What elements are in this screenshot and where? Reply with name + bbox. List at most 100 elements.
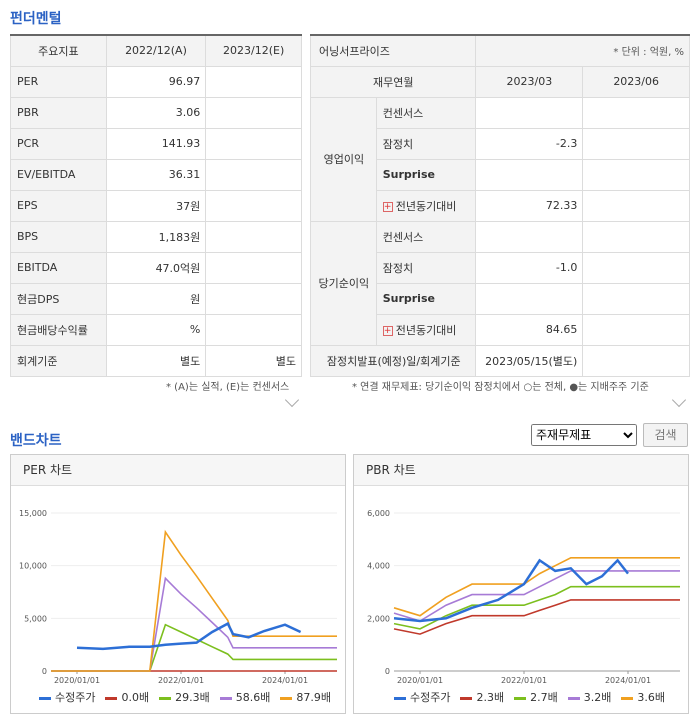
value-cell: -2.3 bbox=[475, 127, 584, 160]
legend-swatch bbox=[394, 696, 406, 700]
value-cell bbox=[475, 96, 584, 129]
pbr-chart: 0 2,000 4,000 6,000 2020/01/01 2022/01/01 2024… bbox=[367, 509, 680, 685]
announce-date-label: 잠정치발표(예정)일/회계기준 bbox=[309, 344, 477, 377]
plus-icon[interactable]: + bbox=[382, 325, 393, 336]
fundamental-title: 펀더멘털 bbox=[10, 11, 62, 27]
col-header: 2023/06 bbox=[582, 65, 690, 98]
row-value bbox=[205, 220, 302, 253]
row-label: EPS bbox=[10, 189, 107, 222]
sub-label-text: 전년동기대비 bbox=[395, 323, 457, 337]
legend-swatch bbox=[621, 696, 634, 700]
y-tick-label: 4,000 bbox=[367, 562, 390, 571]
table-row: Surprise bbox=[311, 282, 690, 315]
x-tick-label: 2022/01/01 bbox=[158, 676, 204, 685]
legend-swatch bbox=[567, 696, 580, 700]
legend-label: 58.6배 bbox=[235, 691, 271, 704]
expand-chevron-icon[interactable] bbox=[284, 392, 300, 408]
y-tick-label: 0 bbox=[385, 667, 390, 676]
legend-item: 29.3배 bbox=[159, 689, 210, 705]
row-value bbox=[205, 96, 302, 129]
sub-label: Surprise bbox=[375, 158, 477, 191]
row-value: 별도 bbox=[105, 344, 207, 377]
unit-label: * 단위 : 억원, % bbox=[475, 34, 690, 67]
pbr-legend: 수정주가 2.3배 2.7배 3.2배 3.6배 bbox=[394, 689, 675, 705]
table-row: EV/EBITDA 36.31 bbox=[10, 158, 302, 191]
band-chart-title: 밴드차트 bbox=[10, 433, 62, 449]
x-tick-label: 2024/01/01 bbox=[605, 676, 651, 685]
sub-label[interactable]: + 전년동기대비 bbox=[375, 189, 477, 222]
col-header: 주요지표 bbox=[10, 34, 107, 67]
legend-swatch bbox=[39, 696, 51, 700]
pbr-chart-title: PBR 차트 bbox=[354, 455, 688, 486]
row-value bbox=[205, 158, 302, 191]
row-label: 현금배당수익률 bbox=[10, 313, 107, 346]
row-value bbox=[205, 127, 302, 160]
table-row: 영업이익 컨센서스 bbox=[310, 96, 690, 222]
row-value: 141.93 bbox=[105, 127, 207, 160]
legend-item: 2.3배 bbox=[460, 689, 504, 705]
row-label: EBITDA bbox=[10, 251, 107, 284]
legend-swatch bbox=[280, 696, 293, 700]
statement-select[interactable]: 주재무제표 bbox=[531, 424, 637, 446]
sub-label-text: 컨센서스 bbox=[382, 106, 424, 120]
row-value: 36.31 bbox=[105, 158, 207, 191]
legend-item: 수정주가 bbox=[394, 689, 450, 705]
series-line bbox=[76, 621, 302, 651]
row-value bbox=[205, 282, 302, 315]
sub-label-text: Surprise bbox=[382, 292, 435, 305]
sub-label: 잠정치 bbox=[375, 251, 477, 284]
table-row: 당기순이익 컨센서스 bbox=[310, 220, 690, 346]
y-tick-label: 2,000 bbox=[367, 614, 390, 623]
table-row: BPS 1,183원 bbox=[10, 220, 302, 253]
col-header: 재무연월 bbox=[309, 65, 477, 98]
row-value: % bbox=[105, 313, 207, 346]
series-line bbox=[51, 576, 337, 672]
series-line bbox=[51, 529, 337, 672]
sub-label[interactable]: + 전년동기대비 bbox=[375, 313, 477, 346]
legend-label: 0.0배 bbox=[121, 691, 150, 704]
expand-chevron-icon[interactable] bbox=[671, 392, 687, 408]
x-tick-label: 2020/01/01 bbox=[54, 676, 100, 685]
row-value: 3.06 bbox=[105, 96, 207, 129]
table-row: EPS 37원 bbox=[10, 189, 302, 222]
sub-label-text: 컨센서스 bbox=[382, 230, 424, 244]
table-row: Surprise bbox=[311, 158, 690, 191]
series-line bbox=[393, 557, 680, 617]
empty-cell bbox=[582, 251, 690, 284]
legend-label: 수정주가 bbox=[410, 691, 451, 704]
table-row: 현금배당수익률% bbox=[10, 313, 302, 346]
legend-swatch bbox=[219, 696, 232, 700]
legend-item: 3.6배 bbox=[621, 689, 665, 705]
empty-cell bbox=[582, 127, 690, 160]
row-label: 회계기준 bbox=[10, 344, 107, 377]
row-label: PER bbox=[10, 65, 107, 98]
series-line bbox=[393, 599, 680, 635]
legend-label: 3.6배 bbox=[637, 691, 665, 704]
x-tick-label: 2022/01/01 bbox=[501, 676, 547, 685]
per-chart-panel: PER 차트 0 5,000 10,000 15,000 2020/01/01 2022/… bbox=[10, 454, 346, 714]
empty-cell bbox=[582, 313, 690, 346]
sub-label: 잠정치 bbox=[375, 127, 477, 160]
empty-cell bbox=[582, 158, 690, 191]
row-label: BPS bbox=[10, 220, 107, 253]
plus-icon[interactable]: + bbox=[382, 201, 393, 212]
x-tick-label: 2024/01/01 bbox=[262, 676, 308, 685]
search-button[interactable]: 검색 bbox=[643, 423, 688, 447]
legend-item: 87.9배 bbox=[280, 689, 331, 705]
row-label: PBR bbox=[10, 96, 107, 129]
row-value: 96.97 bbox=[105, 65, 207, 98]
legend-item: 2.7배 bbox=[514, 689, 558, 705]
sub-label-text: Surprise bbox=[382, 168, 435, 181]
row-value bbox=[205, 65, 302, 98]
legend-swatch bbox=[460, 696, 473, 700]
per-chart-title: PER 차트 bbox=[11, 455, 345, 486]
col-header: 2023/12(E) bbox=[205, 34, 302, 67]
series-line bbox=[393, 585, 680, 630]
per-legend: 수정주가 0.0배 29.3배 58.6배 87.9배 bbox=[39, 689, 341, 705]
row-value: 원 bbox=[105, 282, 207, 315]
empty-cell bbox=[582, 189, 690, 222]
series-line bbox=[393, 558, 629, 623]
row-label: EV/EBITDA bbox=[10, 158, 107, 191]
table-row: PER 96.97 bbox=[10, 65, 302, 98]
empty-cell bbox=[582, 220, 690, 253]
